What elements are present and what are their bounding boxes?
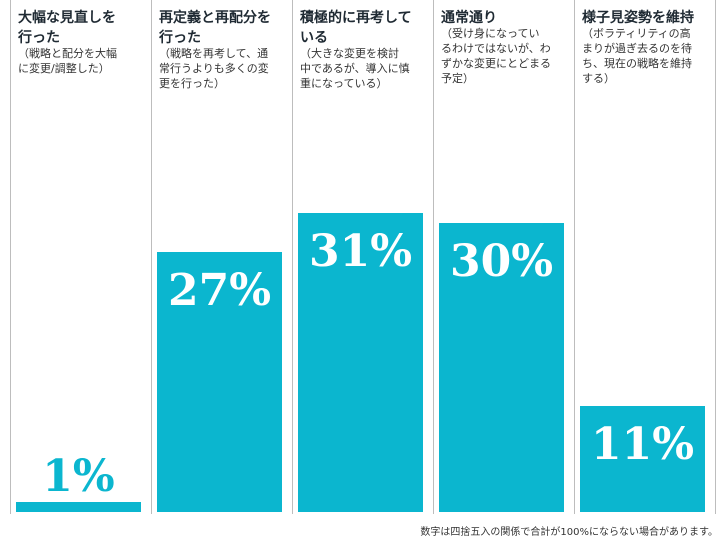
category-column: 通常通り （受け身になってい るわけではないが、わ ずかな変更にとどまる 予定）… <box>433 0 574 514</box>
data-label: 30% <box>449 235 554 287</box>
category-title: 通常通り <box>441 10 497 26</box>
bar <box>157 251 282 512</box>
category-column: 様子見姿勢を維持 （ボラティリティの高 まりが過ぎ去るのを待 ち、現在の戦略を維… <box>574 0 715 514</box>
bar <box>298 213 423 512</box>
column-divider <box>574 0 575 514</box>
bar <box>16 502 141 512</box>
category-note: （大きな変更を検討 中であるが、導入に慎 重になっている） <box>300 47 410 90</box>
category-note: （戦略と配分を大幅 に変更/調整した） <box>18 47 117 75</box>
category-title: 大幅な見直しを 行った <box>18 10 116 46</box>
category-title: 様子見姿勢を維持 <box>582 10 694 26</box>
category-column: 再定義と再配分を 行った （戦略を再考して、通 常行うよりも多くの変 更を行った… <box>151 0 292 514</box>
column-divider <box>715 0 716 514</box>
data-label: 11% <box>590 418 695 470</box>
category-column: 大幅な見直しを 行った （戦略と配分を大幅 に変更/調整した） 1% <box>10 0 151 514</box>
category-note: （ボラティリティの高 まりが過ぎ去るのを待 ち、現在の戦略を維持 する） <box>582 27 692 85</box>
column-divider <box>292 0 293 514</box>
category-title: 再定義と再配分を 行った <box>159 10 271 46</box>
category-column: 積極的に再考して いる （大きな変更を検討 中であるが、導入に慎 重になっている… <box>292 0 433 514</box>
category-note: （戦略を再考して、通 常行うよりも多くの変 更を行った） <box>159 47 269 90</box>
data-label: 1% <box>42 451 115 503</box>
bar <box>439 222 564 512</box>
bar <box>580 405 705 512</box>
category-title: 積極的に再考して いる <box>300 10 412 46</box>
data-label: 27% <box>167 264 272 316</box>
column-divider <box>151 0 152 514</box>
category-note: （受け身になってい るわけではないが、わ ずかな変更にとどまる 予定） <box>441 27 551 85</box>
data-label: 31% <box>308 226 413 277</box>
column-divider <box>433 0 434 514</box>
column-divider <box>10 0 11 514</box>
footnote: 数字は四捨五入の関係で合計が100%にならない場合があります。 <box>420 527 718 538</box>
